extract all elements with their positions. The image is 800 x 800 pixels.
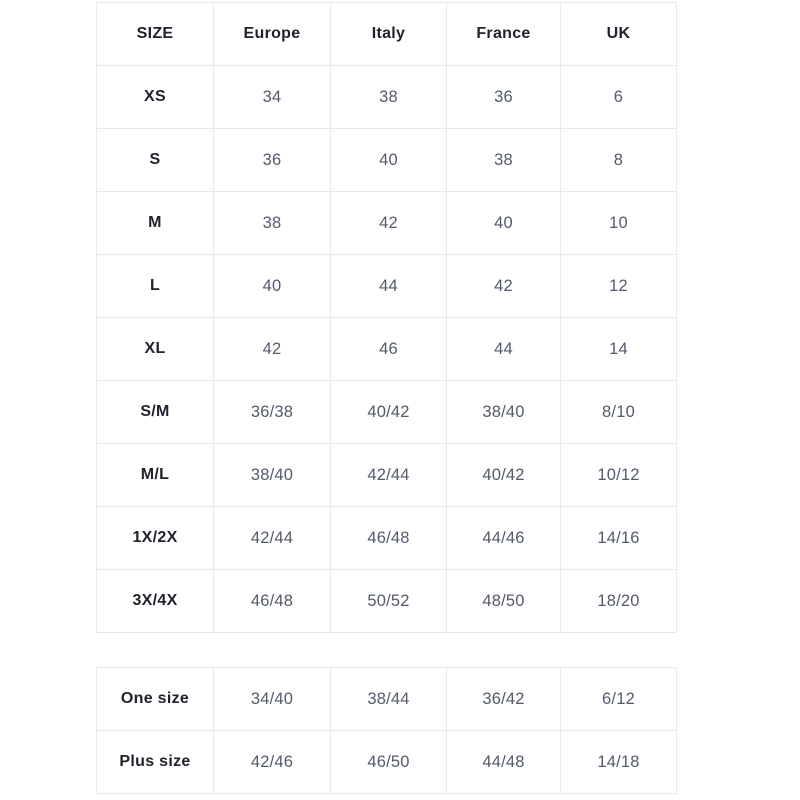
table-row: 1X/2X 42/44 46/48 44/46 14/16 xyxy=(96,506,677,570)
column-header-europe: Europe xyxy=(213,2,331,66)
table-row: XL 42 46 44 14 xyxy=(96,317,677,381)
size-conversion-table-container: SIZE Europe Italy France UK XS 34 38 36 … xyxy=(96,2,677,633)
italy-value-cell: 44 xyxy=(330,254,447,318)
size-label-cell: 1X/2X xyxy=(96,506,214,570)
europe-value-cell: 36/38 xyxy=(213,380,331,444)
france-value-cell: 40/42 xyxy=(446,443,561,507)
table-row: M/L 38/40 42/44 40/42 10/12 xyxy=(96,443,677,507)
uk-value-cell: 10/12 xyxy=(560,443,677,507)
size-label-cell: M xyxy=(96,191,214,255)
uk-value-cell: 14/16 xyxy=(560,506,677,570)
france-value-cell: 42 xyxy=(446,254,561,318)
uk-value-cell: 6/12 xyxy=(560,667,677,731)
table-row: XS 34 38 36 6 xyxy=(96,65,677,129)
uk-value-cell: 14 xyxy=(560,317,677,381)
italy-value-cell: 40 xyxy=(330,128,447,192)
france-value-cell: 44/46 xyxy=(446,506,561,570)
size-label-cell: Plus size xyxy=(96,730,214,794)
table-row: One size 34/40 38/44 36/42 6/12 xyxy=(96,667,677,731)
europe-value-cell: 36 xyxy=(213,128,331,192)
size-label-cell: M/L xyxy=(96,443,214,507)
column-header-france: France xyxy=(446,2,561,66)
size-label-cell: L xyxy=(96,254,214,318)
italy-value-cell: 42/44 xyxy=(330,443,447,507)
uk-value-cell: 10 xyxy=(560,191,677,255)
size-label-cell: 3X/4X xyxy=(96,569,214,633)
europe-value-cell: 38/40 xyxy=(213,443,331,507)
france-value-cell: 40 xyxy=(446,191,561,255)
size-label-cell: S xyxy=(96,128,214,192)
europe-value-cell: 34/40 xyxy=(213,667,331,731)
table-row: S 36 40 38 8 xyxy=(96,128,677,192)
uk-value-cell: 6 xyxy=(560,65,677,129)
europe-value-cell: 42/46 xyxy=(213,730,331,794)
uk-value-cell: 14/18 xyxy=(560,730,677,794)
italy-value-cell: 46/48 xyxy=(330,506,447,570)
italy-value-cell: 38 xyxy=(330,65,447,129)
uk-value-cell: 8 xyxy=(560,128,677,192)
italy-value-cell: 46 xyxy=(330,317,447,381)
france-value-cell: 36 xyxy=(446,65,561,129)
size-label-cell: One size xyxy=(96,667,214,731)
france-value-cell: 38 xyxy=(446,128,561,192)
europe-value-cell: 46/48 xyxy=(213,569,331,633)
france-value-cell: 44 xyxy=(446,317,561,381)
europe-value-cell: 34 xyxy=(213,65,331,129)
italy-value-cell: 40/42 xyxy=(330,380,447,444)
size-label-cell: XS xyxy=(96,65,214,129)
one-size-plus-size-table: One size 34/40 38/44 36/42 6/12 Plus siz… xyxy=(96,667,677,794)
table-row: S/M 36/38 40/42 38/40 8/10 xyxy=(96,380,677,444)
table-body: XS 34 38 36 6 S 36 40 38 8 M 38 42 xyxy=(96,65,677,633)
table-body: One size 34/40 38/44 36/42 6/12 Plus siz… xyxy=(96,667,677,794)
table-row: Plus size 42/46 46/50 44/48 14/18 xyxy=(96,730,677,794)
table-header-row: SIZE Europe Italy France UK xyxy=(96,2,677,66)
uk-value-cell: 18/20 xyxy=(560,569,677,633)
size-conversion-table: SIZE Europe Italy France UK XS 34 38 36 … xyxy=(96,2,677,633)
france-value-cell: 38/40 xyxy=(446,380,561,444)
france-value-cell: 36/42 xyxy=(446,667,561,731)
europe-value-cell: 42 xyxy=(213,317,331,381)
italy-value-cell: 38/44 xyxy=(330,667,447,731)
europe-value-cell: 38 xyxy=(213,191,331,255)
france-value-cell: 48/50 xyxy=(446,569,561,633)
column-header-italy: Italy xyxy=(330,2,447,66)
size-label-cell: S/M xyxy=(96,380,214,444)
europe-value-cell: 40 xyxy=(213,254,331,318)
uk-value-cell: 12 xyxy=(560,254,677,318)
europe-value-cell: 42/44 xyxy=(213,506,331,570)
italy-value-cell: 50/52 xyxy=(330,569,447,633)
column-header-uk: UK xyxy=(560,2,677,66)
column-header-size: SIZE xyxy=(96,2,214,66)
italy-value-cell: 46/50 xyxy=(330,730,447,794)
table-row: 3X/4X 46/48 50/52 48/50 18/20 xyxy=(96,569,677,633)
table-row: L 40 44 42 12 xyxy=(96,254,677,318)
italy-value-cell: 42 xyxy=(330,191,447,255)
table-row: M 38 42 40 10 xyxy=(96,191,677,255)
size-label-cell: XL xyxy=(96,317,214,381)
one-size-plus-size-table-container: One size 34/40 38/44 36/42 6/12 Plus siz… xyxy=(96,667,677,794)
france-value-cell: 44/48 xyxy=(446,730,561,794)
uk-value-cell: 8/10 xyxy=(560,380,677,444)
table-header: SIZE Europe Italy France UK xyxy=(96,2,677,66)
